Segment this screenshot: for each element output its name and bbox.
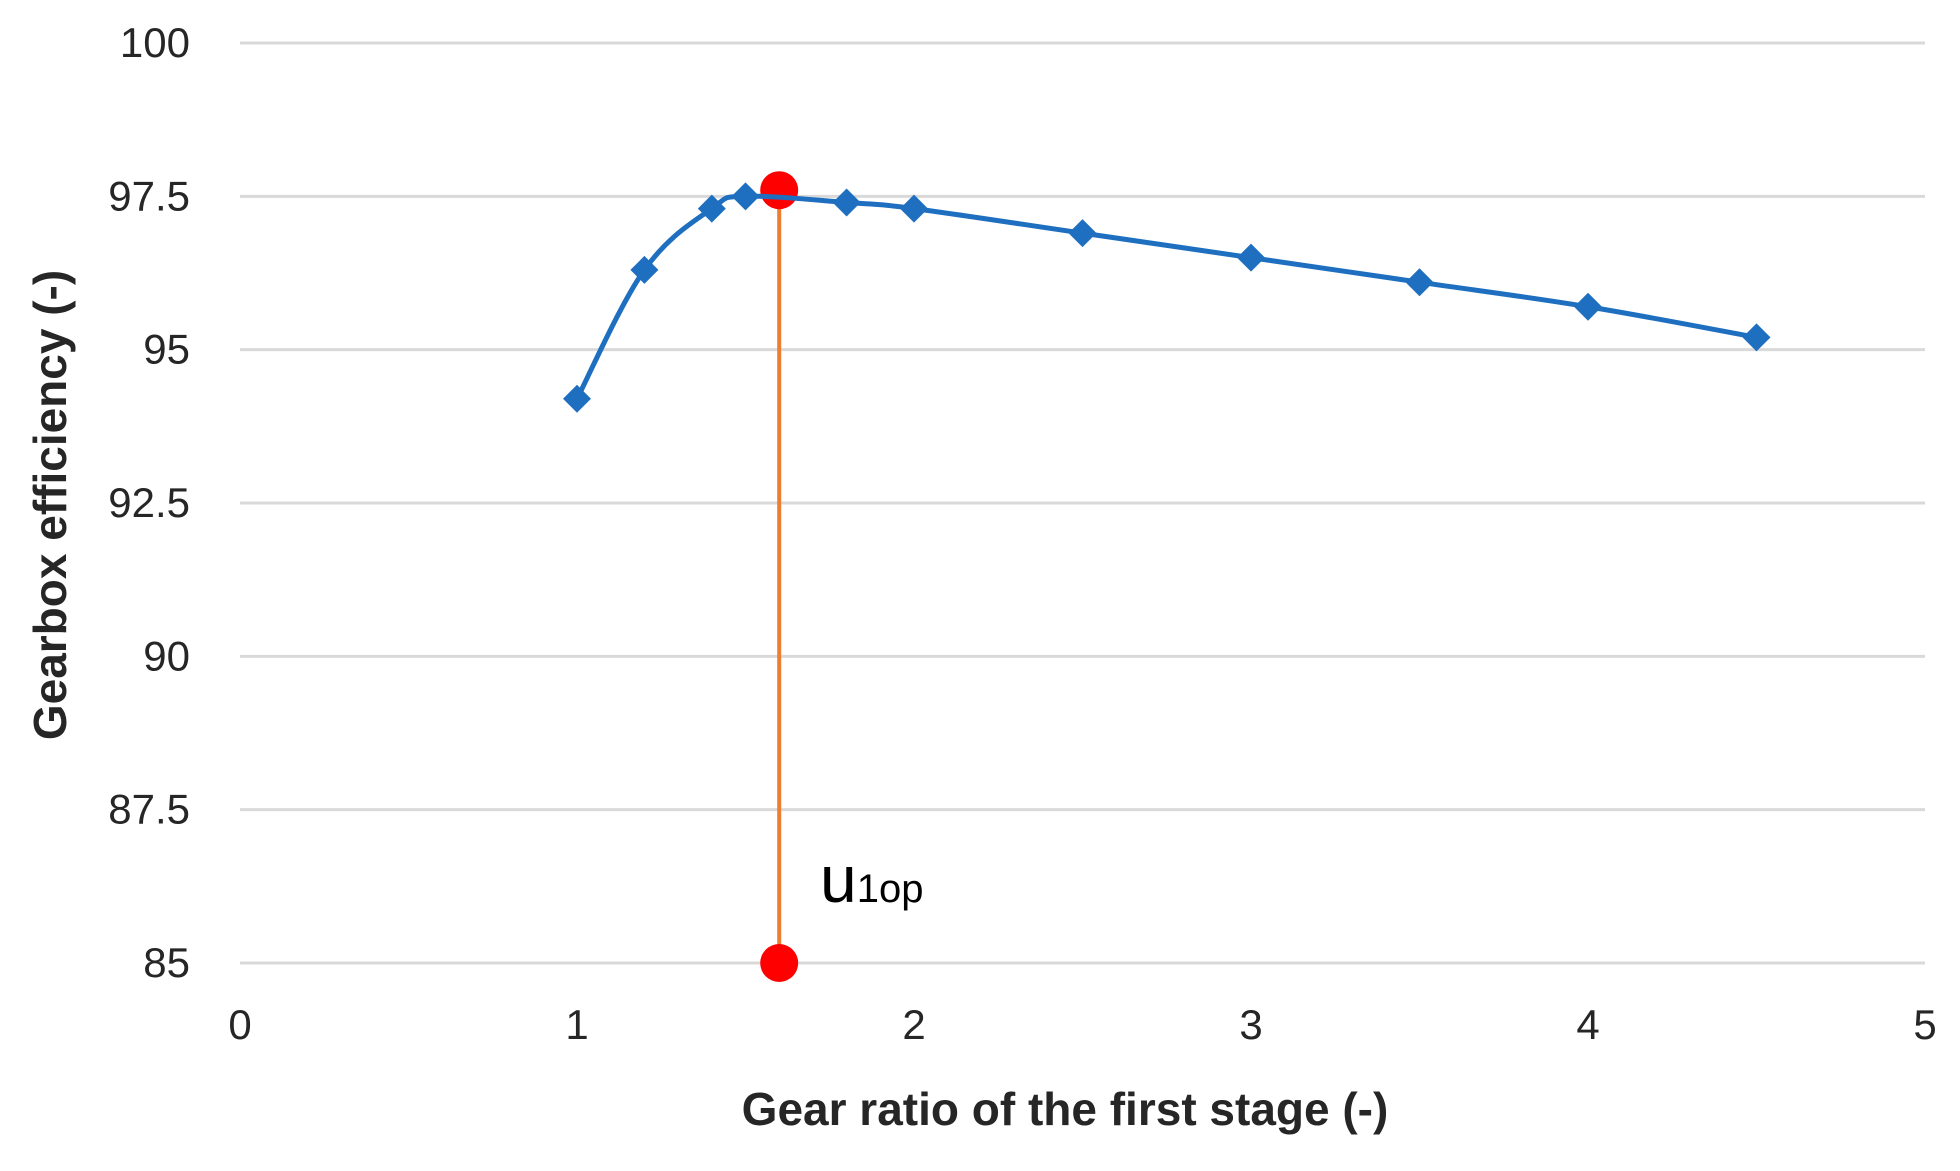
- y-tick-label: 85: [143, 939, 190, 986]
- data-point-marker: [832, 188, 861, 217]
- data-point-marker: [697, 194, 726, 223]
- optimum-annotation-sub: 1op: [857, 867, 924, 911]
- x-tick-label: 0: [228, 1001, 251, 1048]
- optimum-annotation: u1op: [820, 842, 923, 916]
- optimum-point-bottom: [760, 944, 799, 982]
- x-tick-label: 1: [565, 1001, 588, 1048]
- data-point-marker: [731, 182, 760, 211]
- optimum-point-top: [760, 171, 799, 210]
- data-point-marker: [1742, 323, 1771, 352]
- optimum-marker-group: [760, 171, 799, 982]
- y-tick-label: 87.5: [108, 786, 190, 833]
- series-line: [574, 193, 1757, 400]
- y-tick-label: 95: [143, 326, 190, 373]
- x-tick-label: 4: [1576, 1001, 1599, 1048]
- y-tick-label: 92.5: [108, 479, 190, 526]
- data-point-marker: [630, 255, 659, 284]
- y-axis-ticks: 85 87.5 90 92.5 95 97.5 100: [108, 19, 190, 986]
- series-group: [563, 182, 1771, 413]
- x-tick-label: 5: [1913, 1001, 1936, 1048]
- data-point-marker: [1405, 268, 1434, 297]
- annotation-group: u1op: [820, 842, 923, 916]
- y-tick-label: 90: [143, 632, 190, 679]
- x-axis-title: Gear ratio of the first stage (-): [742, 1083, 1389, 1135]
- y-tick-label: 100: [120, 19, 190, 66]
- x-axis-ticks: 0 1 2 3 4 5: [228, 1001, 1936, 1048]
- y-tick-label: 97.5: [108, 172, 190, 219]
- x-tick-label: 3: [1239, 1001, 1262, 1048]
- data-point-marker: [1068, 219, 1097, 248]
- x-tick-label: 2: [902, 1001, 925, 1048]
- data-point-marker: [1574, 292, 1602, 321]
- data-point-marker: [563, 384, 591, 413]
- y-axis-title: Gearbox efficiency (-): [24, 270, 76, 740]
- optimum-annotation-main: u: [820, 842, 857, 916]
- data-point-marker: [1237, 243, 1265, 272]
- data-point-marker: [900, 194, 928, 223]
- gridlines: [240, 41, 1925, 965]
